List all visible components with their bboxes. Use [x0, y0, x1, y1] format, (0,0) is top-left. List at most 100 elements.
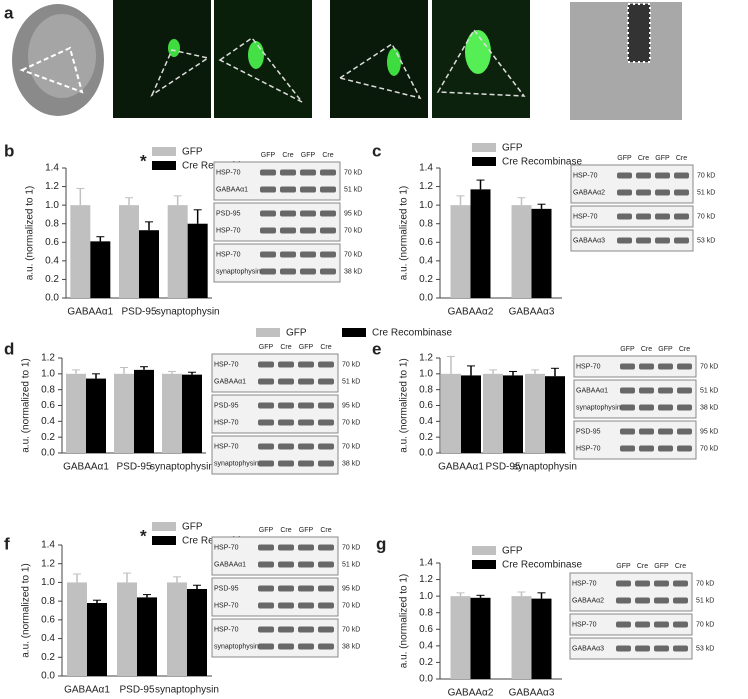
- bar: [525, 373, 545, 453]
- blot-row-label: GABAAα1: [216, 186, 248, 193]
- roi-outline: [627, 3, 651, 63]
- blot-band: [258, 626, 274, 633]
- y-axis-label: a.u. (normalized to 1): [21, 563, 32, 658]
- blot-band: [300, 268, 316, 275]
- x-tick-label: GABAAα1: [67, 307, 113, 318]
- blot-row-label: HSP-70: [573, 213, 598, 220]
- y-tick-label: 1.0: [419, 591, 433, 602]
- x-tick-label: PSD-95: [121, 307, 156, 318]
- lane-label: Cre: [282, 152, 293, 159]
- fluorescence-signal: [465, 30, 491, 74]
- blot-row-label: synaptophysin: [576, 404, 621, 411]
- blot-band: [654, 597, 669, 604]
- blot-kd-label: 53 kD: [696, 645, 714, 652]
- y-tick-label: 0.2: [419, 657, 433, 668]
- blot-band: [258, 378, 274, 385]
- lane-label: Cre: [320, 527, 331, 534]
- blot-band: [617, 172, 632, 179]
- lesion-track: [628, 4, 650, 62]
- blot-band: [655, 172, 670, 179]
- blot-band: [260, 169, 276, 176]
- blot-band: [280, 210, 296, 217]
- blot-band: [318, 378, 334, 385]
- blot-row-label: synaptophysin: [216, 268, 261, 275]
- blot-band: [654, 645, 669, 652]
- bar: [450, 205, 471, 298]
- blot-band: [639, 445, 654, 452]
- y-tick-label: 1.0: [419, 200, 433, 211]
- bar: [66, 373, 86, 453]
- blot-band: [260, 268, 276, 275]
- blot-box: [569, 572, 693, 612]
- blot-kd-label: 38 kD: [700, 404, 718, 411]
- blot-band: [658, 445, 673, 452]
- y-tick-label: 1.2: [419, 574, 433, 585]
- blot-band: [318, 585, 334, 592]
- blot-band: [318, 443, 334, 450]
- y-axis-label: a.u. (normalized to 1): [21, 358, 32, 453]
- blot-band: [620, 404, 635, 411]
- roi-outline: [436, 28, 526, 97]
- blot-band: [320, 169, 336, 176]
- blot-band: [617, 213, 632, 220]
- y-tick-label: 0.4: [41, 416, 55, 427]
- blot-band: [620, 428, 635, 435]
- blot-kd-label: 51 kD: [697, 189, 715, 196]
- blot-band: [298, 643, 314, 650]
- blot-band: [677, 387, 692, 394]
- y-tick-label: 0.8: [45, 218, 59, 229]
- bar: [511, 205, 532, 298]
- blot-row-label: GABAAα1: [214, 378, 246, 385]
- blot-band: [636, 172, 651, 179]
- blot-band: [278, 378, 294, 385]
- x-tick-label: PSD-95: [485, 462, 520, 473]
- blot-kd-label: 70 kD: [344, 169, 362, 176]
- blot-band: [258, 419, 274, 426]
- x-tick-label: synaptophysin: [150, 462, 214, 473]
- lane-label: Cre: [676, 155, 687, 162]
- blot-band: [258, 361, 274, 368]
- blot-band: [258, 585, 274, 592]
- blot-band: [278, 602, 294, 609]
- blot-band: [280, 268, 296, 275]
- bar: [483, 373, 503, 453]
- panel-letter: f: [4, 534, 10, 553]
- blot-band: [278, 402, 294, 409]
- blot-band: [677, 445, 692, 452]
- blot-band: [298, 460, 314, 467]
- fluorescence-image: [330, 0, 428, 118]
- blot-band: [674, 189, 689, 196]
- y-axis-label: a.u. (normalized to 1): [25, 186, 36, 281]
- blot-row-label: HSP-70: [214, 419, 239, 426]
- y-tick-label: 0.2: [419, 274, 433, 285]
- y-tick-label: 1.0: [45, 200, 59, 211]
- blot-row-label: GABAAα2: [573, 189, 605, 196]
- bar: [137, 597, 157, 676]
- x-tick-label: GABAAα3: [509, 688, 555, 699]
- blot-band: [617, 237, 632, 244]
- x-tick-label: PSD-95: [116, 462, 151, 473]
- blot-kd-label: 70 kD: [342, 544, 360, 551]
- bar: [119, 205, 139, 298]
- blot-row-label: HSP-70: [214, 361, 239, 368]
- blot-box: [211, 618, 339, 658]
- y-tick-label: 0.2: [41, 432, 55, 443]
- blot-box: [211, 353, 339, 393]
- blot-band: [639, 428, 654, 435]
- blot-band: [300, 210, 316, 217]
- y-tick-label: 0.6: [41, 614, 55, 625]
- blot-band: [658, 363, 673, 370]
- blot-band: [280, 251, 296, 258]
- panel-letter: e: [372, 339, 381, 358]
- lane-label: GFP: [261, 152, 276, 159]
- blot-band: [318, 419, 334, 426]
- y-tick-label: 0.4: [419, 640, 433, 651]
- bar: [470, 189, 491, 298]
- lane-label: GFP: [658, 346, 673, 353]
- y-tick-label: 0.6: [419, 624, 433, 635]
- y-tick-label: 0.4: [419, 255, 433, 266]
- blot-band: [298, 419, 314, 426]
- legend-label: GFP: [286, 328, 307, 339]
- blot-band: [616, 645, 631, 652]
- legend-label: Cre Recombinase: [502, 560, 582, 571]
